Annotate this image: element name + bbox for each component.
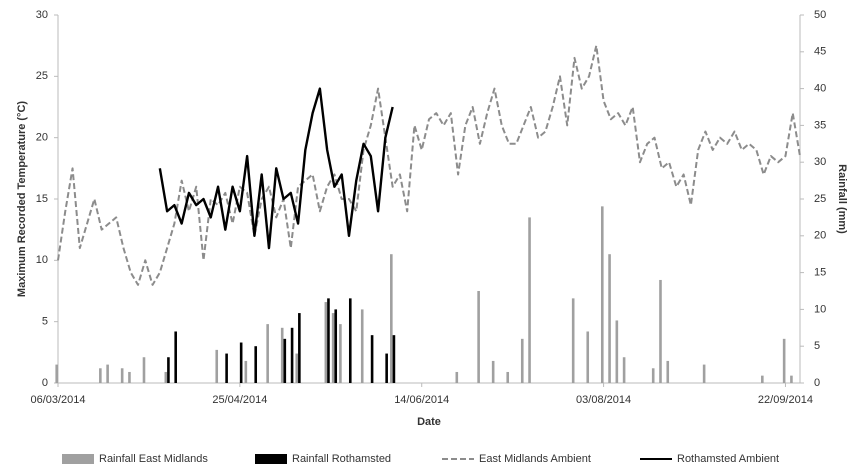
temperature-line bbox=[57, 44, 801, 286]
rain-bar bbox=[225, 353, 228, 383]
rain-bar bbox=[600, 206, 604, 383]
y2-tick-label: 45 bbox=[814, 46, 826, 58]
rain-bar bbox=[666, 360, 670, 383]
rain-bar bbox=[106, 364, 109, 383]
rain-bar bbox=[651, 368, 655, 383]
rain-bar bbox=[782, 338, 786, 383]
rain-bar bbox=[571, 298, 575, 383]
y2-tick-label: 50 bbox=[814, 9, 826, 21]
rain-bar bbox=[455, 371, 459, 383]
y-tick-label: 15 bbox=[36, 193, 48, 205]
rain-bar bbox=[280, 327, 284, 383]
rain-bar bbox=[586, 331, 590, 383]
rain-bar bbox=[615, 320, 619, 383]
y2-tick-label: 20 bbox=[814, 230, 826, 242]
rain-bar bbox=[392, 335, 396, 383]
x-axis-title: Date bbox=[417, 416, 441, 428]
y-tick-label: 25 bbox=[36, 70, 48, 82]
y-tick-label: 10 bbox=[36, 254, 48, 266]
legend-label: Rainfall Rothamsted bbox=[292, 453, 391, 465]
x-tick-label: 03/08/2014 bbox=[576, 394, 631, 406]
x-tick-label: 22/09/2014 bbox=[758, 394, 813, 406]
y2-tick-label: 5 bbox=[814, 340, 820, 352]
rain-bar bbox=[528, 217, 531, 383]
rain-bar bbox=[120, 368, 124, 383]
y-tick-label: 0 bbox=[42, 377, 48, 389]
legend-label: East Midlands Ambient bbox=[479, 453, 591, 465]
legend-label: Rothamsted Ambient bbox=[677, 453, 779, 465]
rain-bar bbox=[174, 331, 177, 383]
rain-bar bbox=[142, 357, 146, 383]
rain-bar bbox=[339, 324, 342, 383]
rain-bar bbox=[327, 298, 330, 383]
rain-bar bbox=[790, 375, 793, 383]
x-tick-label: 14/06/2014 bbox=[394, 394, 449, 406]
rain-bar bbox=[506, 371, 510, 383]
rain-bar bbox=[702, 364, 706, 383]
rain-bar bbox=[659, 279, 662, 383]
rain-bar bbox=[385, 353, 388, 383]
y2-tick-label: 25 bbox=[814, 193, 826, 205]
x-tick-label: 25/04/2014 bbox=[212, 394, 267, 406]
rain-bar bbox=[390, 254, 393, 383]
legend-swatch bbox=[255, 454, 287, 464]
rain-bar bbox=[215, 349, 219, 383]
y-axis-title: Maximum Recorded Temperature (°C) bbox=[16, 101, 28, 297]
rain-bar bbox=[324, 302, 328, 383]
rain-bar bbox=[761, 375, 764, 383]
y2-tick-label: 0 bbox=[814, 377, 820, 389]
rain-bar bbox=[266, 324, 269, 383]
y2-tick-label: 35 bbox=[814, 119, 826, 131]
y-tick-label: 30 bbox=[36, 9, 48, 21]
legend-swatch bbox=[62, 454, 94, 464]
y-tick-label: 5 bbox=[42, 316, 48, 328]
rain-bar bbox=[254, 346, 258, 383]
rain-bar bbox=[244, 360, 248, 383]
rain-bar bbox=[477, 291, 480, 383]
y-tick-label: 20 bbox=[36, 132, 48, 144]
rain-bar bbox=[55, 364, 58, 383]
rain-bar bbox=[348, 298, 352, 383]
rain-bar bbox=[295, 353, 299, 383]
rain-bar bbox=[283, 338, 287, 383]
rain-bar bbox=[239, 342, 243, 383]
rain-bar bbox=[370, 335, 374, 383]
y2-tick-label: 40 bbox=[814, 83, 826, 95]
rain-bar bbox=[334, 309, 338, 383]
y2-tick-label: 10 bbox=[814, 303, 826, 315]
x-tick-label: 06/03/2014 bbox=[30, 394, 85, 406]
rain-bar bbox=[331, 313, 335, 383]
rain-bar bbox=[608, 254, 611, 383]
rain-bar bbox=[164, 371, 168, 383]
rain-bar bbox=[290, 327, 294, 383]
legend-label: Rainfall East Midlands bbox=[99, 453, 208, 465]
rain-bar bbox=[128, 371, 131, 383]
rain-bar bbox=[298, 313, 301, 383]
rain-bar bbox=[491, 360, 495, 383]
y2-axis-title: Rainfall (mm) bbox=[836, 164, 848, 234]
rain-bar bbox=[167, 357, 170, 383]
rain-bar bbox=[99, 368, 102, 383]
temperature-line bbox=[158, 87, 394, 250]
rain-bar bbox=[622, 357, 626, 383]
y2-tick-label: 30 bbox=[814, 156, 826, 168]
rain-bar bbox=[520, 338, 524, 383]
y2-tick-label: 15 bbox=[814, 267, 826, 279]
rain-bar bbox=[360, 309, 364, 383]
